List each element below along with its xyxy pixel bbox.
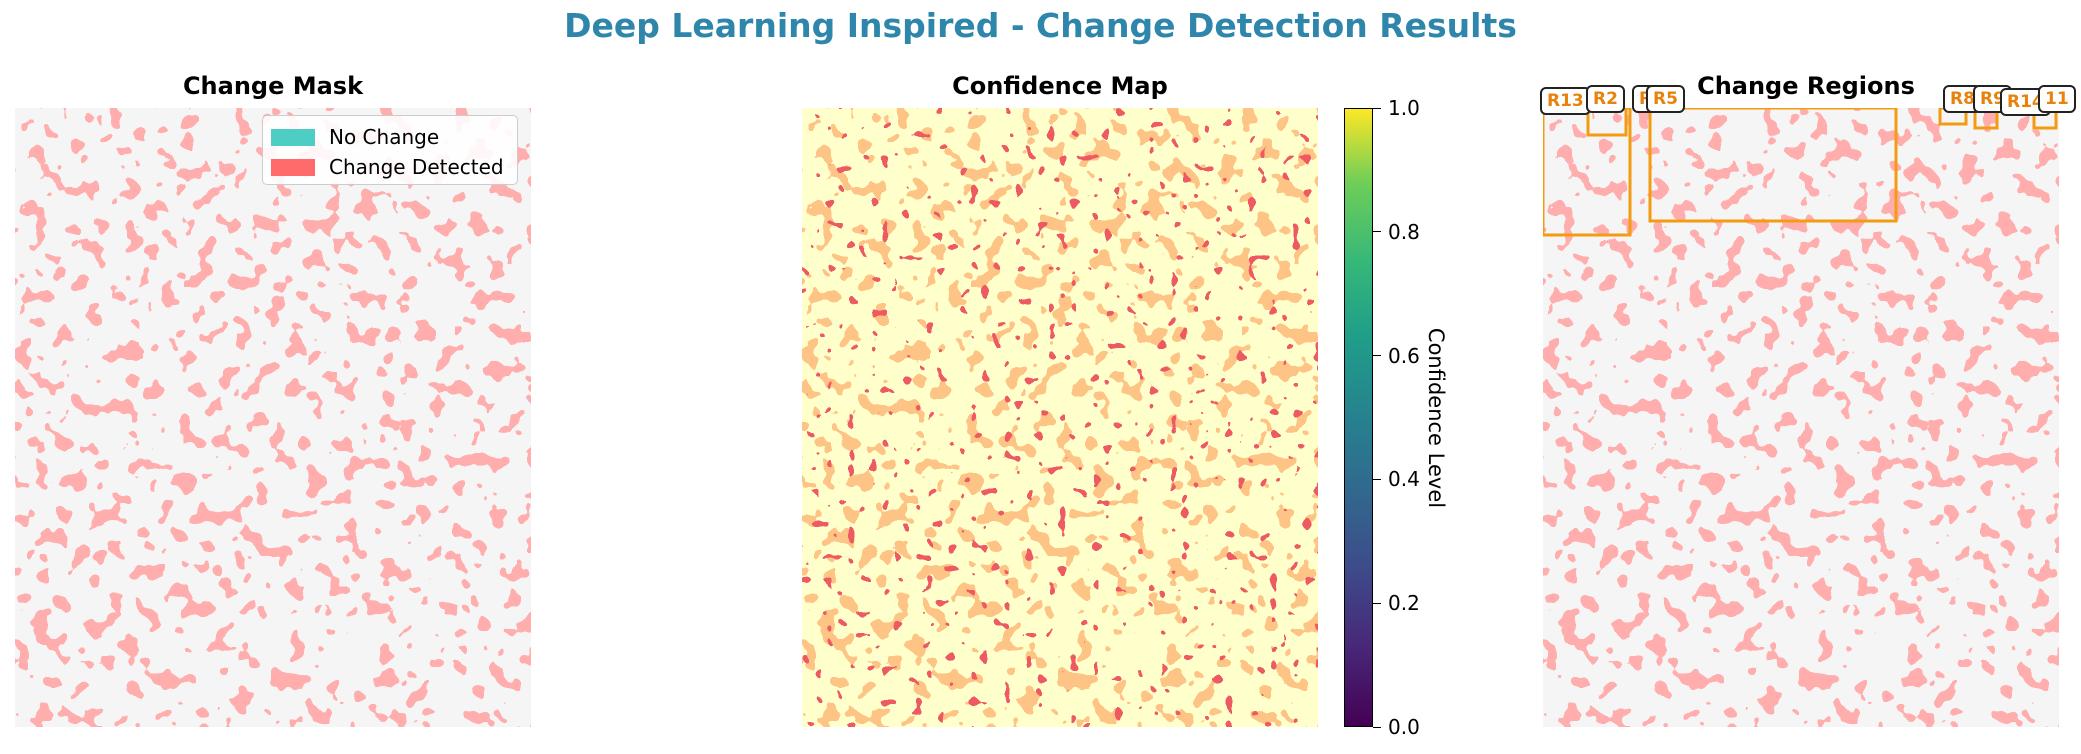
region-label-r13: R13 [1540,87,1591,115]
legend-label-no-change: No Change [329,125,440,149]
colorbar-tick-label: 0.4 [1388,467,1420,492]
figure-suptitle: Deep Learning Inspired - Change Detectio… [564,6,1517,45]
colorbar-tick [1373,478,1381,480]
colorbar [1344,108,1373,727]
colorbar-tick [1373,602,1381,604]
confidence-map-panel [802,108,1318,727]
legend-item-no-change: No Change [271,125,439,149]
change-mask-legend: No Change Change Detected [262,115,518,185]
colorbar-tick [1373,231,1381,233]
change-regions-image [1543,108,2059,727]
region-box-r11 [2032,108,2058,130]
region-box-r5 [1648,108,1898,223]
legend-swatch-no-change [271,128,315,146]
colorbar-tick-label: 0.0 [1388,715,1420,739]
legend-label-change-detected: Change Detected [329,155,504,179]
confidence-map-title: Confidence Map [952,72,1168,100]
colorbar-tick-label: 0.6 [1388,343,1420,368]
region-label-r5: R5 [1646,85,1685,113]
region-label-r2: R2 [1586,85,1625,113]
colorbar-tick-label: 1.0 [1388,96,1420,120]
change-regions-title: Change Regions [1697,72,1915,100]
change-mask-panel [15,108,531,727]
region-box-r2 [1586,108,1628,137]
colorbar-tick-label: 0.2 [1388,591,1420,616]
legend-swatch-change-detected [271,158,315,176]
change-regions-panel [1543,108,2059,727]
colorbar-tick [1373,355,1381,357]
colorbar-tick [1373,107,1381,109]
confidence-map-image [802,108,1318,727]
region-box-r9 [1973,108,1999,130]
colorbar-tick-label: 0.8 [1388,219,1420,244]
change-mask-image [15,108,531,727]
region-box-r8 [1938,108,1968,126]
region-box-r13 [1543,108,1632,237]
legend-item-change-detected: Change Detected [271,155,504,179]
colorbar-tick [1373,726,1381,728]
colorbar-title: Confidence Level [1424,327,1448,509]
region-label-r11: 11 [2038,85,2076,113]
change-mask-title: Change Mask [182,72,364,100]
